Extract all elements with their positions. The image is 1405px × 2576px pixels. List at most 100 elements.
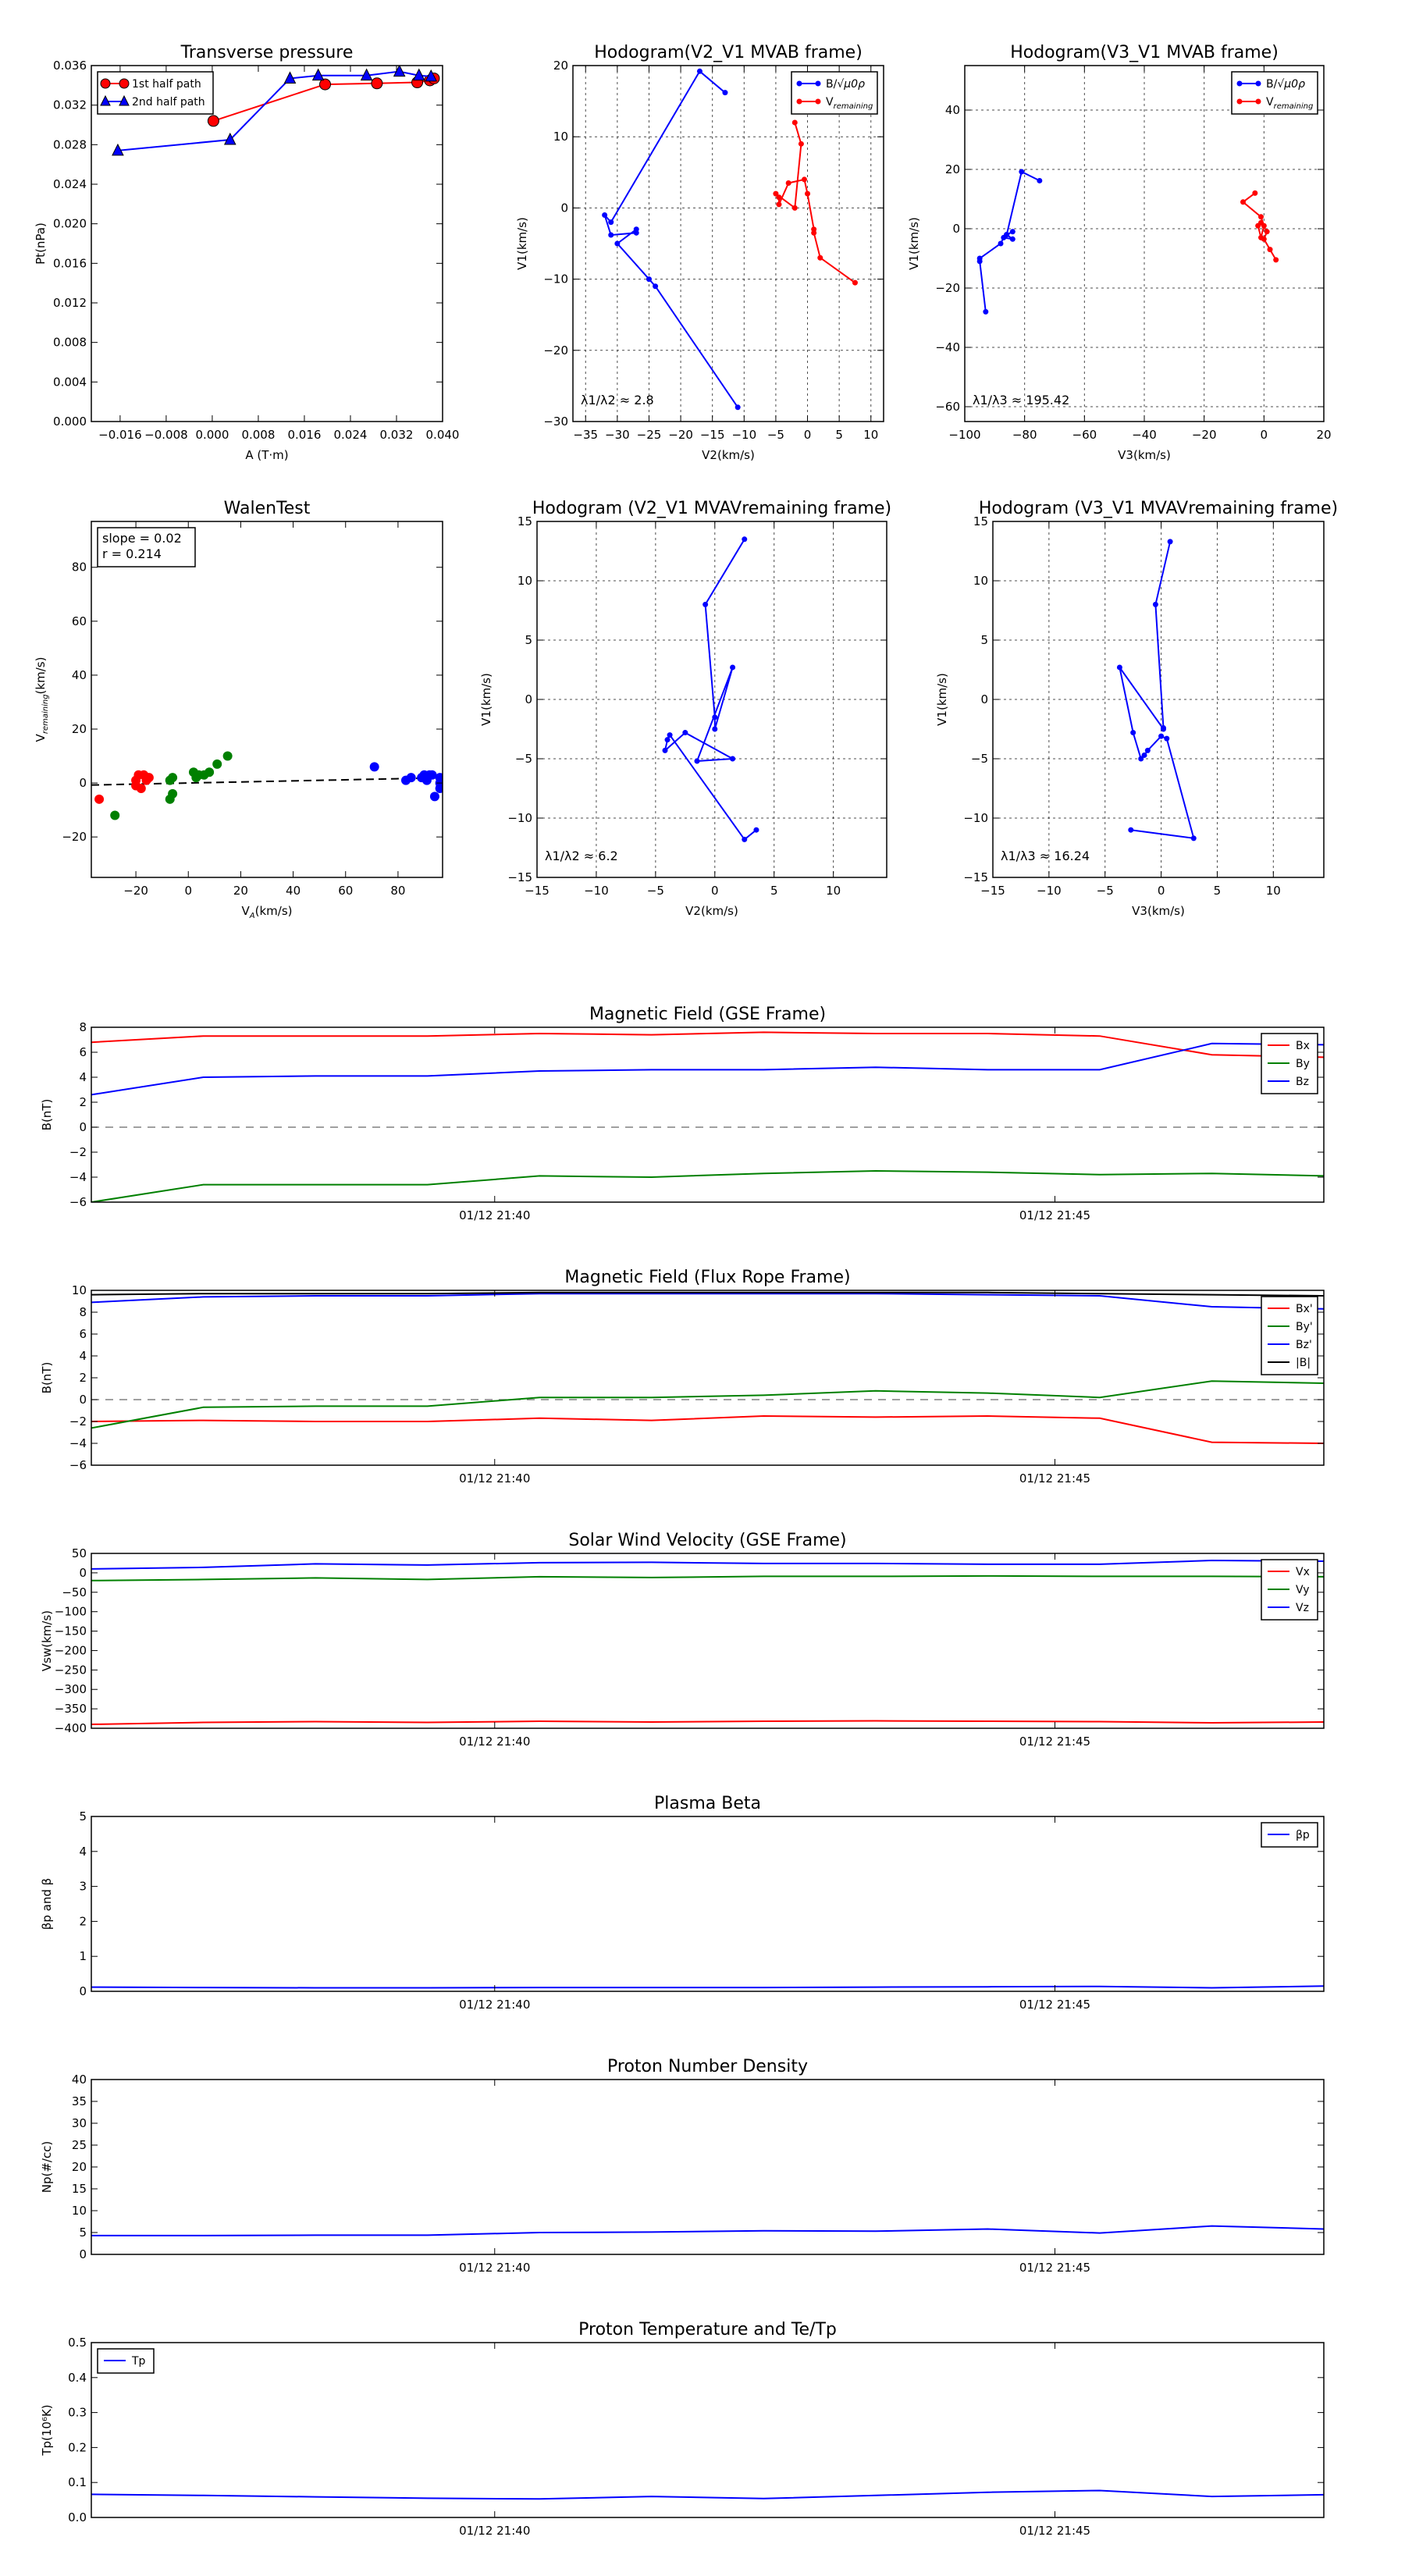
plot-frame: [572, 65, 884, 422]
y-tick-label: 10: [973, 574, 988, 588]
x-tick-label: −20: [668, 428, 693, 442]
legend-label: |B|: [1296, 1357, 1311, 1369]
data-point: [852, 279, 858, 286]
x-axis-label: V3(km/s): [1118, 448, 1171, 462]
y-tick-label: −50: [62, 1585, 87, 1599]
y-tick-label: 10: [72, 2204, 87, 2218]
x-axis-label: V2(km/s): [702, 448, 755, 462]
y-tick-label: −350: [55, 1702, 87, 1716]
series-line-Bz': [91, 1293, 1324, 1310]
y-tick-label: 4: [79, 1845, 87, 1859]
data-point: [608, 219, 614, 226]
chart-t6: Proton Temperature and Te/Tp 0.0 0.1 0.2 0.3…: [40, 2320, 1325, 2538]
data-point: [742, 836, 748, 842]
data-point: [1152, 601, 1158, 607]
chart-p3: Hodogram(V3_V1 MVAB frame) −60 −40 −20 0 20 40…: [907, 43, 1332, 462]
series-line: [663, 539, 757, 841]
data-point: [646, 276, 652, 283]
data-point: [608, 232, 614, 238]
series-line-Vy: [91, 1574, 1324, 1582]
y-tick-label: 0.5: [68, 2336, 87, 2350]
data-point: [1258, 214, 1264, 220]
y-tick-label: 0: [980, 692, 988, 706]
x-tick-label: 01/12 21:40: [459, 1735, 530, 1749]
legend-box: [1231, 71, 1318, 115]
y-tick-label: −2: [69, 1145, 87, 1159]
series-line-data: [91, 2225, 1324, 2236]
data-point: [682, 730, 688, 736]
data-point: [614, 240, 621, 247]
y-axis-label: V1(km/s): [935, 673, 949, 726]
x-axis-label: V3(km/s): [1132, 904, 1185, 918]
data-point: [283, 71, 297, 84]
data-point: [1009, 236, 1016, 242]
x-tick-label: −35: [573, 428, 598, 442]
x-tick-label: 0.032: [380, 428, 414, 442]
plot-frame: [91, 2342, 1325, 2518]
data-point: [976, 255, 983, 262]
x-tick-label: 0: [184, 884, 192, 898]
plot-frame: [91, 521, 443, 878]
y-tick-label: −6: [69, 1195, 87, 1209]
x-tick-label: −80: [1012, 428, 1037, 442]
y-tick-label: 60: [72, 614, 87, 628]
y-tick-label: 20: [72, 2160, 87, 2174]
stats-text: r = 0.214: [102, 546, 162, 561]
series-line-|B|: [91, 1291, 1324, 1297]
y-tick-label: 80: [72, 560, 87, 575]
data-point: [1004, 232, 1010, 238]
scatter-point: [435, 773, 443, 783]
x-tick-label: 01/12 21:40: [459, 2524, 530, 2538]
data-point: [223, 132, 237, 145]
x-tick-label: 0: [1158, 884, 1165, 898]
y-tick-label: 3: [79, 1880, 87, 1894]
x-tick-label: −20: [1192, 428, 1217, 442]
y-tick-label: 0: [79, 2247, 87, 2261]
data-point: [664, 737, 670, 743]
series-line-Bx': [91, 1414, 1324, 1444]
y-tick-label: 0.0: [68, 2510, 87, 2524]
plot-frame: [91, 65, 443, 422]
data-point: [696, 68, 702, 74]
x-tick-label: 01/12 21:40: [459, 1998, 530, 2012]
x-tick-label: 0: [1261, 428, 1268, 442]
x-tick-label: 0: [711, 884, 719, 898]
chart-t2: Magnetic Field (Flux Rope Frame) −6 −4 −2 0 2…: [40, 1268, 1325, 1485]
chart-title: Magnetic Field (GSE Frame): [589, 1005, 826, 1024]
y-tick-label: 0.008: [53, 336, 87, 350]
data-point: [653, 283, 659, 290]
scatter-point: [222, 751, 233, 761]
y-tick-label: 0: [525, 692, 532, 706]
x-tick-label: −10: [731, 428, 756, 442]
y-tick-label: 5: [525, 633, 532, 647]
data-point: [1158, 733, 1165, 739]
plot-area: [91, 1985, 1324, 1989]
y-axis-label: V1(km/s): [907, 217, 921, 270]
x-tick-label: −25: [637, 428, 662, 442]
x-axis-label: VA(km/s): [242, 904, 293, 920]
chart-title: Proton Temperature and Te/Tp: [578, 2320, 837, 2339]
data-point: [801, 176, 807, 183]
y-tick-label: 6: [79, 1327, 87, 1341]
y-tick-label: −40: [935, 340, 960, 354]
data-point: [1273, 257, 1279, 263]
y-tick-label: 0: [79, 1120, 87, 1134]
series-line: [603, 69, 739, 408]
series-line-By': [91, 1380, 1324, 1429]
plot-area: [112, 66, 440, 156]
y-tick-label: 0: [79, 776, 87, 790]
data-point: [712, 714, 718, 720]
plot-area: [91, 1559, 1324, 1725]
plot-frame: [91, 1026, 1325, 1203]
series-line-Bz: [91, 1042, 1324, 1096]
x-tick-label: −10: [1037, 884, 1062, 898]
data-point: [633, 229, 639, 236]
legend-label: Bx: [1296, 1040, 1310, 1052]
x-tick-label: −15: [700, 428, 725, 442]
plot-area: [91, 751, 443, 820]
y-tick-label: −6: [69, 1458, 87, 1472]
data-point: [393, 66, 406, 77]
y-tick-label: 0.036: [53, 59, 87, 73]
data-point: [817, 254, 823, 261]
y-tick-label: 0.000: [53, 415, 87, 429]
